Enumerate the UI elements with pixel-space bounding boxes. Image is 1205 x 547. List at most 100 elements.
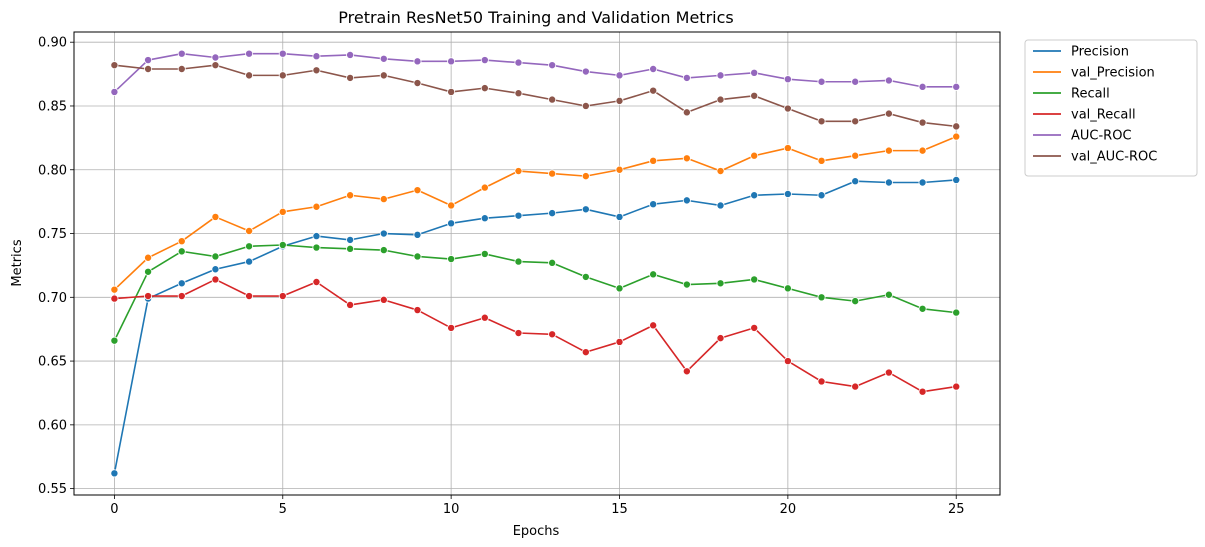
data-point	[682, 154, 691, 163]
data-point	[750, 323, 759, 332]
legend-label: Recall	[1071, 87, 1110, 102]
data-point	[548, 61, 557, 70]
data-point	[817, 377, 826, 386]
y-tick-label: 0.55	[38, 482, 67, 497]
data-point	[447, 201, 456, 210]
x-tick-label: 15	[611, 502, 628, 517]
data-point	[649, 156, 658, 165]
data-point	[480, 313, 489, 322]
series-line	[114, 278, 957, 393]
data-point	[514, 329, 523, 338]
data-point	[615, 96, 624, 105]
data-point	[783, 104, 792, 113]
data-point	[682, 108, 691, 117]
data-point	[750, 91, 759, 100]
data-point	[278, 49, 287, 58]
data-point	[952, 175, 961, 184]
legend-item: AUC-ROC	[1033, 129, 1132, 144]
series-val-recall	[110, 275, 961, 396]
data-point	[379, 246, 388, 255]
data-point	[110, 285, 119, 294]
data-point	[918, 304, 927, 313]
data-point	[952, 382, 961, 391]
data-point	[918, 387, 927, 396]
data-point	[447, 219, 456, 228]
legend-label: val_Precision	[1071, 66, 1155, 81]
data-point	[952, 132, 961, 141]
data-point	[245, 49, 254, 58]
data-point	[346, 50, 355, 59]
data-point	[245, 292, 254, 301]
data-point	[110, 469, 119, 478]
data-point	[783, 284, 792, 293]
x-tick-label: 20	[780, 502, 797, 517]
data-point	[413, 79, 422, 88]
legend-label: val_Recall	[1071, 108, 1136, 123]
data-point	[346, 244, 355, 253]
data-point	[480, 56, 489, 65]
data-point	[211, 265, 220, 274]
data-point	[817, 293, 826, 302]
data-point	[682, 196, 691, 205]
data-point	[548, 169, 557, 178]
data-point	[379, 295, 388, 304]
y-tick-label: 0.90	[38, 36, 67, 51]
legend-item: Recall	[1033, 87, 1110, 102]
grid-lines	[74, 32, 1000, 495]
data-point	[817, 191, 826, 200]
data-point	[211, 53, 220, 62]
data-point	[884, 178, 893, 187]
series-auc-roc	[110, 49, 961, 96]
data-point	[918, 82, 927, 91]
data-point	[817, 156, 826, 165]
data-point	[379, 195, 388, 204]
data-point	[884, 146, 893, 155]
data-point	[447, 255, 456, 264]
data-point	[312, 277, 321, 286]
y-tick-label: 0.75	[38, 227, 67, 242]
data-point	[817, 77, 826, 86]
data-point	[480, 249, 489, 258]
data-point	[851, 382, 860, 391]
data-point	[447, 323, 456, 332]
data-point	[952, 122, 961, 131]
data-point	[649, 64, 658, 73]
data-point	[716, 279, 725, 288]
data-point	[851, 177, 860, 186]
data-point	[581, 101, 590, 110]
data-point	[110, 61, 119, 70]
legend-label: val_AUC-ROC	[1071, 150, 1157, 165]
data-point	[379, 229, 388, 238]
data-point	[615, 71, 624, 80]
data-point	[144, 267, 153, 276]
data-point	[245, 242, 254, 251]
data-point	[884, 368, 893, 377]
x-tick-label: 10	[443, 502, 460, 517]
data-point	[514, 89, 523, 98]
data-point	[346, 300, 355, 309]
series-val-precision	[110, 132, 961, 294]
data-point	[750, 68, 759, 77]
chart-title: Pretrain ResNet50 Training and Validatio…	[338, 8, 733, 27]
y-tick-label: 0.70	[38, 291, 67, 306]
data-point	[211, 275, 220, 284]
data-point	[952, 82, 961, 91]
data-point	[884, 290, 893, 299]
data-point	[379, 54, 388, 63]
data-point	[918, 146, 927, 155]
data-point	[952, 308, 961, 317]
data-point	[177, 279, 186, 288]
data-point	[177, 237, 186, 246]
data-point	[851, 297, 860, 306]
data-point	[312, 52, 321, 61]
data-point	[144, 292, 153, 301]
data-point	[312, 202, 321, 211]
data-point	[615, 212, 624, 221]
data-point	[783, 189, 792, 198]
series-line	[113, 135, 957, 291]
data-point	[177, 49, 186, 58]
data-point	[783, 75, 792, 84]
data-point	[110, 87, 119, 96]
data-point	[581, 348, 590, 357]
